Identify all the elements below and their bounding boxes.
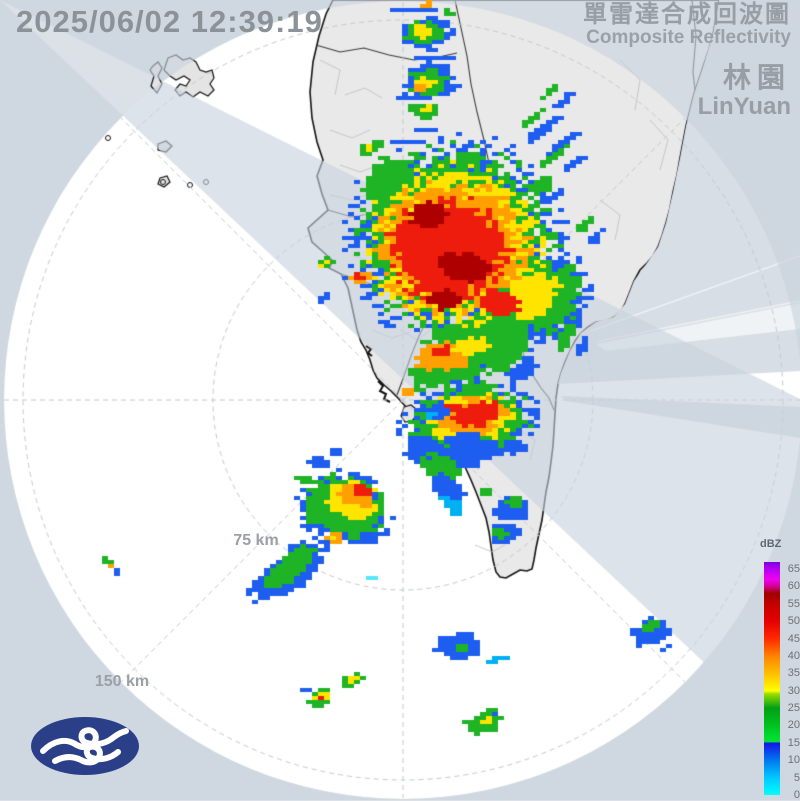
legend-tick: 65 bbox=[787, 562, 800, 575]
legend-tick: 5 bbox=[793, 771, 800, 784]
title-block: 單雷達合成回波圖 Composite Reflectivity 林園 LinYu… bbox=[583, 1, 791, 121]
page-title-en: Composite Reflectivity bbox=[586, 27, 791, 49]
dbz-legend: dBZ 65 60 55 50 45 40 35 30 25 20 15 10 5 0 bbox=[758, 538, 800, 801]
cwb-logo-swirl-bottom bbox=[52, 743, 121, 766]
legend-tick: 10 bbox=[787, 754, 800, 767]
legend-tick: 45 bbox=[787, 632, 800, 645]
dbz-color-scale bbox=[764, 562, 780, 795]
station-name-en: LinYuan bbox=[697, 93, 791, 121]
legend-unit-label: dBZ bbox=[760, 538, 782, 550]
legend-tick: 0 bbox=[793, 789, 800, 801]
cwb-logo-swirl-top bbox=[40, 727, 129, 754]
cwb-logo bbox=[31, 717, 139, 775]
legend-tick: 25 bbox=[787, 702, 800, 715]
legend-tick: 40 bbox=[787, 649, 800, 662]
station-name-zh: 林園 bbox=[722, 62, 791, 94]
legend-tick: 50 bbox=[787, 615, 800, 628]
page-title-zh: 單雷達合成回波圖 bbox=[583, 1, 791, 28]
legend-tick: 20 bbox=[787, 719, 800, 732]
legend-tick: 35 bbox=[787, 667, 800, 680]
range-ring-label-150km: 150 km bbox=[94, 673, 150, 690]
timestamp: 2025/06/02 12:39:19 bbox=[16, 4, 323, 39]
range-ring-label-75km: 75 km bbox=[233, 532, 279, 549]
legend-tick: 55 bbox=[787, 597, 800, 610]
legend-tick: 30 bbox=[787, 684, 800, 697]
legend-tick: 60 bbox=[787, 580, 800, 593]
legend-tick: 15 bbox=[787, 736, 800, 749]
